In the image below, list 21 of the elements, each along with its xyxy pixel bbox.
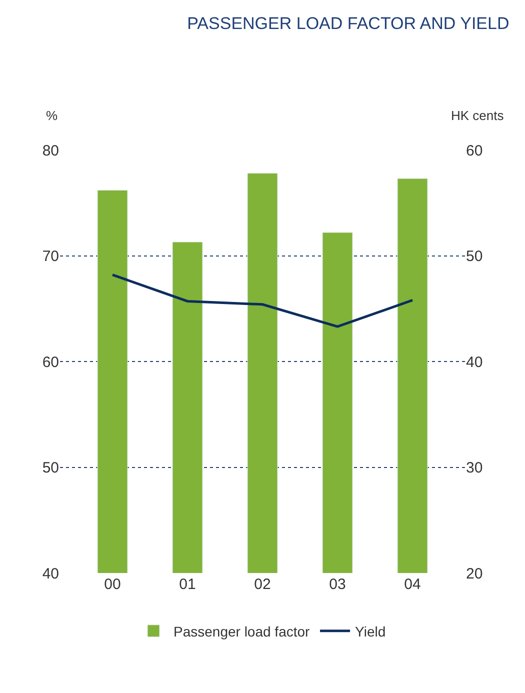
line-series	[111, 274, 414, 328]
y2-tick-label: 30	[466, 460, 483, 476]
y2-tick-label: 60	[466, 142, 483, 160]
y-tick-label: 70	[42, 248, 59, 265]
x-tick-label: 04	[404, 576, 421, 593]
x-tick-label: 00	[104, 576, 121, 593]
x-tick-label: 03	[329, 576, 346, 593]
legend-label: Passenger load factor	[174, 623, 310, 640]
x-tick-label: 01	[179, 576, 196, 593]
legend-label: Yield	[355, 623, 386, 640]
y-tick-label: 60	[42, 354, 59, 371]
y-tick-label: 40	[42, 565, 59, 582]
y-tick-label: 50	[42, 460, 59, 476]
y2-tick-label: 20	[466, 565, 483, 582]
y2-axis-title: HK cents	[451, 108, 504, 123]
chart-title: PASSENGER LOAD FACTOR AND YIELD	[187, 14, 510, 34]
y2-tick-label: 40	[466, 354, 483, 371]
y-axis-title: %	[46, 108, 58, 123]
x-tick-label: 02	[254, 576, 271, 593]
y-tick-label: 80	[42, 142, 59, 160]
y2-tick-label: 50	[466, 248, 483, 265]
